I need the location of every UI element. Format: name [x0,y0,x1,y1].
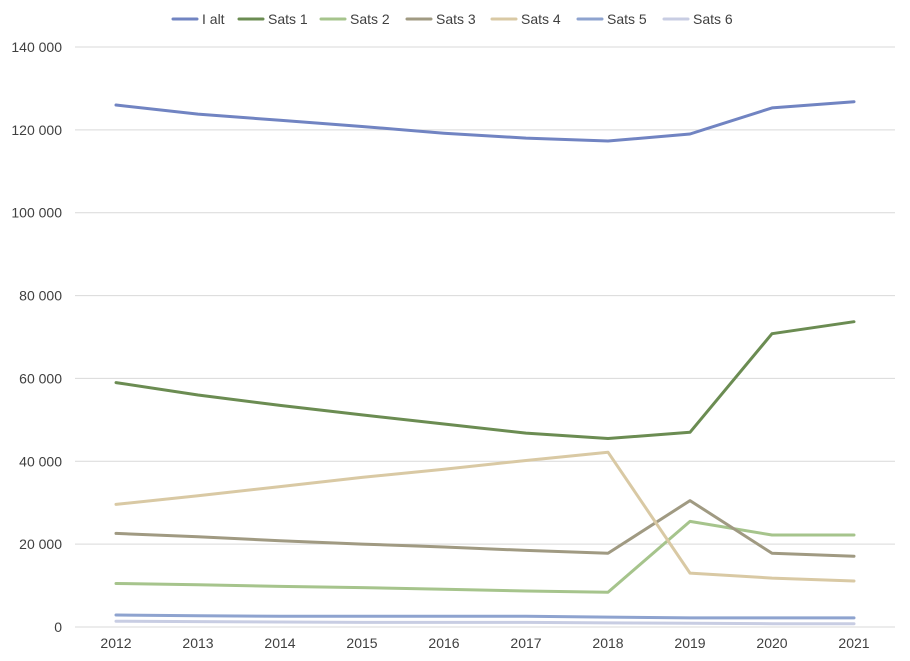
y-tick-label: 20 000 [19,536,62,552]
plot-area [114,100,856,626]
x-tick-label: 2017 [510,635,541,651]
legend-item: I alt [171,11,225,27]
series-line-i-alt [114,100,856,143]
legend-item: Sats 6 [662,11,733,27]
legend-label: Sats 2 [350,11,390,27]
y-tick-label: 60 000 [19,370,62,386]
series-line-sats-5 [114,613,856,620]
series-line-sats-2 [114,519,856,594]
series-line-sats-6 [114,619,856,626]
x-axis: 2012 2013 2014 2015 2016 2017 2018 2019 2020 2021 [100,635,869,651]
series-line-sats-3 [114,499,856,558]
x-tick-label: 2013 [182,635,213,651]
legend-label: Sats 6 [693,11,733,27]
y-axis: 0 20 000 40 000 60 000 80 000 100 000 120 000 1… [11,39,62,635]
legend-label: Sats 3 [436,11,476,27]
x-tick-label: 2015 [346,635,377,651]
x-tick-label: 2012 [100,635,131,651]
y-tick-label: 100 000 [11,205,62,221]
y-tick-label: 120 000 [11,122,62,138]
legend: I alt Sats 1 Sats 2 Sats 3 Sats 4 Sats 5 Sats … [171,11,733,27]
legend-item: Sats 4 [490,11,561,27]
y-tick-label: 140 000 [11,39,62,55]
y-tick-label: 40 000 [19,453,62,469]
y-tick-label: 80 000 [19,288,62,304]
y-tick-label: 0 [54,619,62,635]
x-tick-label: 2016 [428,635,459,651]
series-line-sats-4 [114,450,856,583]
gridlines [75,46,895,628]
legend-item: Sats 2 [319,11,390,27]
series-line-sats-1 [114,320,856,440]
legend-label: I alt [202,11,225,27]
x-tick-label: 2020 [756,635,787,651]
legend-label: Sats 4 [521,11,561,27]
x-tick-label: 2019 [674,635,705,651]
x-tick-label: 2021 [838,635,869,651]
x-tick-label: 2018 [592,635,623,651]
legend-label: Sats 5 [607,11,647,27]
legend-label: Sats 1 [268,11,308,27]
x-tick-label: 2014 [264,635,295,651]
legend-item: Sats 3 [405,11,476,27]
legend-item: Sats 1 [237,11,308,27]
legend-item: Sats 5 [576,11,647,27]
